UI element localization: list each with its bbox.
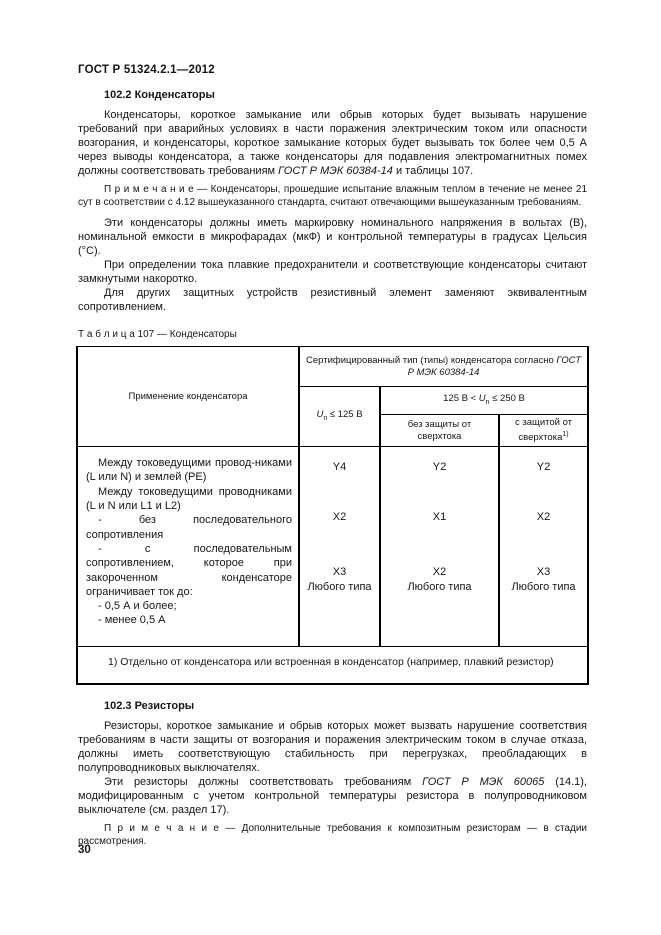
col-header-u125: Un ≤ 125 В: [298, 385, 381, 448]
value-y: Y2: [536, 461, 551, 474]
paragraph-text: (14.1), модифицированным с учетом контро…: [78, 776, 587, 817]
value-x: X2: [332, 511, 347, 524]
application-item: Между токоведущими проводниками (L и N и…: [86, 485, 292, 513]
standard-reference: ГОСТ Р МЭК 60384-14: [278, 165, 393, 177]
header-text: 125 В <: [443, 392, 479, 404]
application-item: - без последовательного сопротивления: [86, 514, 292, 541]
value-any-type: Любого типа: [407, 580, 472, 593]
standard-reference: ГОСТ Р МЭК 60065: [422, 776, 545, 789]
voltage-symbol: U: [478, 392, 486, 404]
note-label: П р и м е ч а н и е: [104, 823, 219, 835]
application-item: Между токоведущими провод-никами (L или …: [86, 457, 292, 484]
paragraph-text: Эти резисторы должны соответствовать тре…: [104, 776, 423, 789]
paragraph-text: Конденсаторы, короткое замыкание или обр…: [78, 109, 587, 177]
value-type: X2: [432, 566, 447, 579]
value-any-type: Любого типа: [307, 580, 372, 593]
resistors-note: П р и м е ч а н и е — Дополнительные тре…: [78, 823, 587, 848]
paragraph-text: и таблицы 107.: [392, 165, 474, 177]
header-text: с защитой от сверхтока: [514, 417, 573, 444]
value-cell-with-protection: Y2 X2 X3 Любого типа: [497, 446, 590, 648]
capacitors-paragraph-1: Конденсаторы, короткое замыкание или обр…: [78, 108, 587, 178]
header-text: Сертифицированный тип (типы) конденсатор…: [306, 354, 557, 366]
col-header-u250: 125 В < Un ≤ 250 В: [378, 386, 590, 415]
standard-reference: ГОСТ Р МЭК 60384-14: [407, 354, 582, 378]
col-header-with-overcurrent-protection: с защитой от сверхтока1): [497, 413, 590, 448]
note-text: — Дополнительные требования к композитны…: [78, 823, 587, 847]
section-heading-capacitors: 102.2 Конденсаторы: [104, 89, 215, 101]
col-header-application: Применение конденсатора: [76, 345, 300, 448]
note-text: — Конденсаторы, прошедшие испытание влаж…: [78, 184, 587, 208]
value-x: X2: [536, 511, 551, 524]
value-cell-no-protection: Y2 X1 X2 Любого типа: [379, 446, 500, 648]
resistors-paragraph-2: Эти резисторы должны соответствовать тре…: [78, 775, 587, 817]
table-caption: Т а б л и ц а 107 — Конденсаторы: [78, 329, 587, 340]
table-footnote: 1) Отдельно от конденсатора или встроенн…: [75, 646, 590, 686]
value-cell-u125: Y4 X2 X3 Любого типа: [298, 446, 381, 648]
value-type: X3: [536, 566, 551, 579]
application-item: - с последовательным сопротивлением, кот…: [86, 542, 292, 598]
table-caption-label: Т а б л и ц а 107: [78, 329, 155, 340]
table-107-capacitors: Применение конденсатора Сертифицированны…: [75, 345, 590, 686]
voltage-symbol: U: [316, 408, 324, 420]
header-text: ≤ 125 В: [327, 408, 363, 420]
value-any-type: Любого типа: [511, 580, 576, 593]
capacitors-paragraph-4: Для других защитных устройств резистивны…: [78, 287, 587, 313]
value-bottom: X2 Любого типа: [381, 565, 498, 594]
table-caption-title: — Конденсаторы: [154, 329, 237, 340]
value-x: X1: [432, 511, 447, 524]
col-header-no-overcurrent-protection: без защиты от сверхтока: [379, 413, 500, 448]
application-item: - менее 0,5 А: [98, 614, 166, 627]
resistors-paragraph-1: Резисторы, короткое замыкание и обрыв ко…: [78, 720, 587, 775]
col-header-certified-type: Сертифицированный тип (типы) конденсатор…: [297, 346, 590, 387]
capacitors-paragraph-2: Эти конденсаторы должны иметь маркировку…: [78, 217, 587, 257]
document-number: ГОСТ Р 51324.2.1—2012: [78, 64, 215, 76]
section-heading-resistors: 102.3 Резисторы: [104, 700, 195, 713]
capacitors-note: П р и м е ч а н и е — Конденсаторы, прош…: [78, 184, 587, 209]
value-y: Y4: [332, 461, 347, 474]
value-bottom: X3 Любого типа: [500, 565, 587, 594]
capacitors-paragraph-3: При определении тока плавкие предохранит…: [78, 259, 587, 285]
application-item: - 0,5 А и более;: [98, 600, 177, 613]
value-type: X3: [332, 566, 347, 579]
header-text: ≤ 250 В: [489, 392, 525, 404]
voltage-subscript: n: [323, 414, 328, 422]
value-y: Y2: [432, 461, 447, 474]
voltage-subscript: n: [485, 398, 490, 406]
application-cell: Между токоведущими провод-никами (L или …: [76, 446, 300, 648]
note-label: П р и м е ч а н и е: [104, 184, 194, 195]
value-bottom: X3 Любого типа: [300, 565, 379, 594]
footnote-marker: 1): [562, 431, 569, 438]
page-number: 30: [78, 844, 91, 856]
